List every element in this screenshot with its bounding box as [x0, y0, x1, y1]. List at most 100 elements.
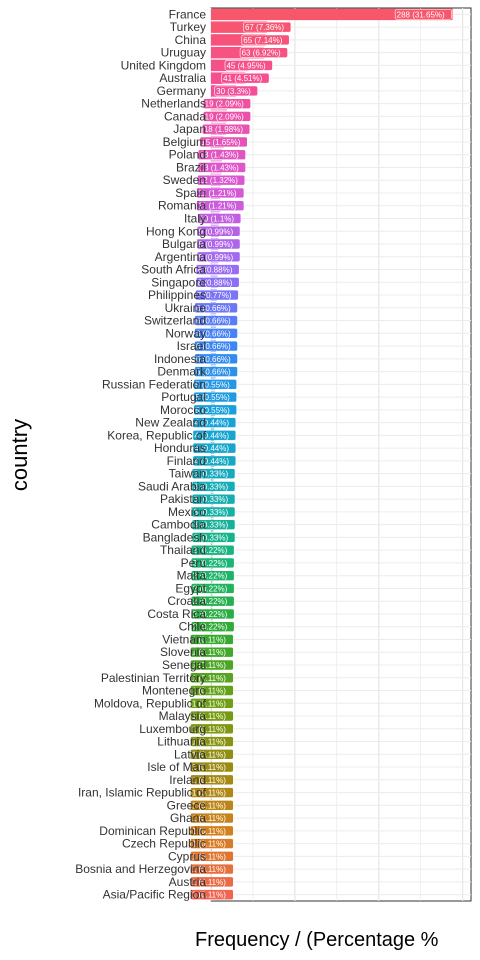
- data-label: 1 (0.11%): [192, 725, 226, 734]
- y-tick-label: Thailand: [160, 543, 206, 557]
- data-label: 1 (0.11%): [192, 814, 226, 823]
- data-label: 1 (0.11%): [192, 699, 226, 708]
- y-tick-label: Saudi Arabia: [138, 479, 206, 493]
- y-tick-label: France: [169, 7, 207, 21]
- y-tick-label: Switzerland: [144, 314, 206, 328]
- y-tick-label: Lithuania: [157, 735, 206, 749]
- data-label-box: [194, 353, 238, 365]
- data-label: 67 (7.36%): [245, 23, 284, 32]
- y-tick-label: Croatia: [167, 594, 206, 608]
- data-label-box: [194, 302, 238, 314]
- y-tick-label: Morocco: [160, 403, 206, 417]
- data-label-box: [221, 72, 270, 84]
- data-label-box: [190, 774, 234, 786]
- data-label: 4 (0.44%): [194, 419, 229, 428]
- data-label: 1 (0.11%): [192, 865, 226, 874]
- y-tick-label: Philippines: [148, 288, 206, 302]
- data-label-box: [199, 136, 248, 148]
- data-label-box: [194, 315, 238, 326]
- data-label: 4 (0.44%): [194, 457, 229, 466]
- data-label-box: [194, 340, 238, 352]
- data-label-box: [243, 21, 292, 33]
- data-label: 13 (1.43%): [200, 151, 239, 160]
- data-label-box: [241, 34, 290, 46]
- data-label-box: [394, 9, 452, 20]
- data-label-box: [190, 646, 234, 658]
- y-tick-label: Canada: [164, 109, 206, 123]
- data-label-box: [192, 430, 237, 441]
- data-label-box: [190, 595, 235, 607]
- data-label-box: [214, 85, 258, 97]
- y-tick-label: Italy: [184, 211, 206, 225]
- y-tick-label: Ireland: [169, 773, 206, 787]
- y-tick-label: Senegal: [162, 658, 206, 672]
- data-label: 1 (0.11%): [192, 776, 226, 785]
- data-label: 18 (1.98%): [204, 125, 243, 134]
- data-label: 1 (0.11%): [192, 891, 226, 900]
- y-tick-label: Sweden: [163, 173, 206, 187]
- y-tick-label: Cambodia: [151, 518, 206, 532]
- y-tick-label: Ukraine: [165, 301, 207, 315]
- data-label-box: [190, 825, 234, 837]
- data-label-box: [192, 455, 237, 467]
- data-label: 3 (0.33%): [193, 495, 228, 504]
- data-label-box: [190, 851, 234, 862]
- data-label-box: [194, 328, 238, 339]
- data-label: 288 (31.65%): [397, 10, 445, 19]
- data-label-box: [197, 149, 246, 161]
- y-tick-label: United Kingdom: [121, 58, 206, 72]
- data-label: 45 (4.95%): [226, 61, 265, 70]
- plot-panel: [210, 7, 472, 902]
- data-label-box: [190, 544, 235, 556]
- data-label-box: [190, 659, 234, 671]
- y-tick-label: Moldova, Republic of: [94, 696, 207, 710]
- data-label-box: [190, 761, 234, 773]
- y-tick-label: China: [175, 33, 207, 47]
- data-label: 6 (0.66%): [196, 317, 231, 326]
- y-tick-label: Dominican Republic: [99, 824, 206, 838]
- y-tick-label: Germany: [157, 84, 206, 98]
- data-label-box: [190, 889, 234, 900]
- data-label: 2 (0.22%): [193, 610, 228, 619]
- data-label: 5 (0.55%): [195, 393, 230, 402]
- data-label: 2 (0.22%): [193, 623, 228, 632]
- data-label: 6 (0.66%): [196, 342, 231, 351]
- data-label: 3 (0.33%): [193, 521, 228, 530]
- data-label: 4 (0.44%): [194, 444, 229, 453]
- data-label-box: [190, 697, 234, 709]
- data-label: 9 (0.99%): [199, 227, 234, 236]
- y-tick-label: Japan: [173, 122, 206, 136]
- y-tick-label: Austria: [169, 875, 207, 889]
- data-label: 10 (1.1%): [199, 214, 234, 223]
- data-label-box: [190, 557, 235, 569]
- data-label: 2 (0.22%): [193, 597, 228, 606]
- data-label-box: [190, 672, 234, 684]
- y-tick-label: Romania: [158, 199, 206, 213]
- y-tick-label: Korea, Republic of: [107, 428, 206, 442]
- data-label-box: [190, 876, 234, 888]
- y-tick-label: Egypt: [175, 581, 206, 595]
- data-label: 1 (0.11%): [192, 852, 226, 861]
- data-label-box: [190, 787, 234, 798]
- data-label-box: [224, 60, 273, 71]
- y-tick-label: Greece: [167, 798, 207, 812]
- y-tick-label: Slovenia: [160, 645, 206, 659]
- data-label: 6 (0.66%): [196, 329, 231, 338]
- data-label: 4 (0.44%): [194, 431, 229, 440]
- bar: [211, 8, 453, 21]
- data-label-box: [191, 481, 236, 492]
- data-label-box: [202, 123, 251, 135]
- data-label-box: [191, 519, 236, 530]
- y-tick-label: Costa Rica: [147, 607, 206, 621]
- y-tick-label: Indonesia: [154, 352, 206, 366]
- data-label: 63 (6.92%): [242, 49, 281, 58]
- data-label-box: [193, 391, 238, 403]
- y-tick-label: Mexico: [168, 505, 206, 519]
- data-label: 65 (7.14%): [243, 36, 282, 45]
- data-label: 12 (1.32%): [199, 176, 238, 185]
- y-tick-label: Hong Kong: [146, 224, 206, 238]
- data-label-box: [192, 442, 237, 454]
- y-tick-label: Taiwan: [169, 467, 206, 481]
- data-label: 13 (1.43%): [200, 163, 239, 172]
